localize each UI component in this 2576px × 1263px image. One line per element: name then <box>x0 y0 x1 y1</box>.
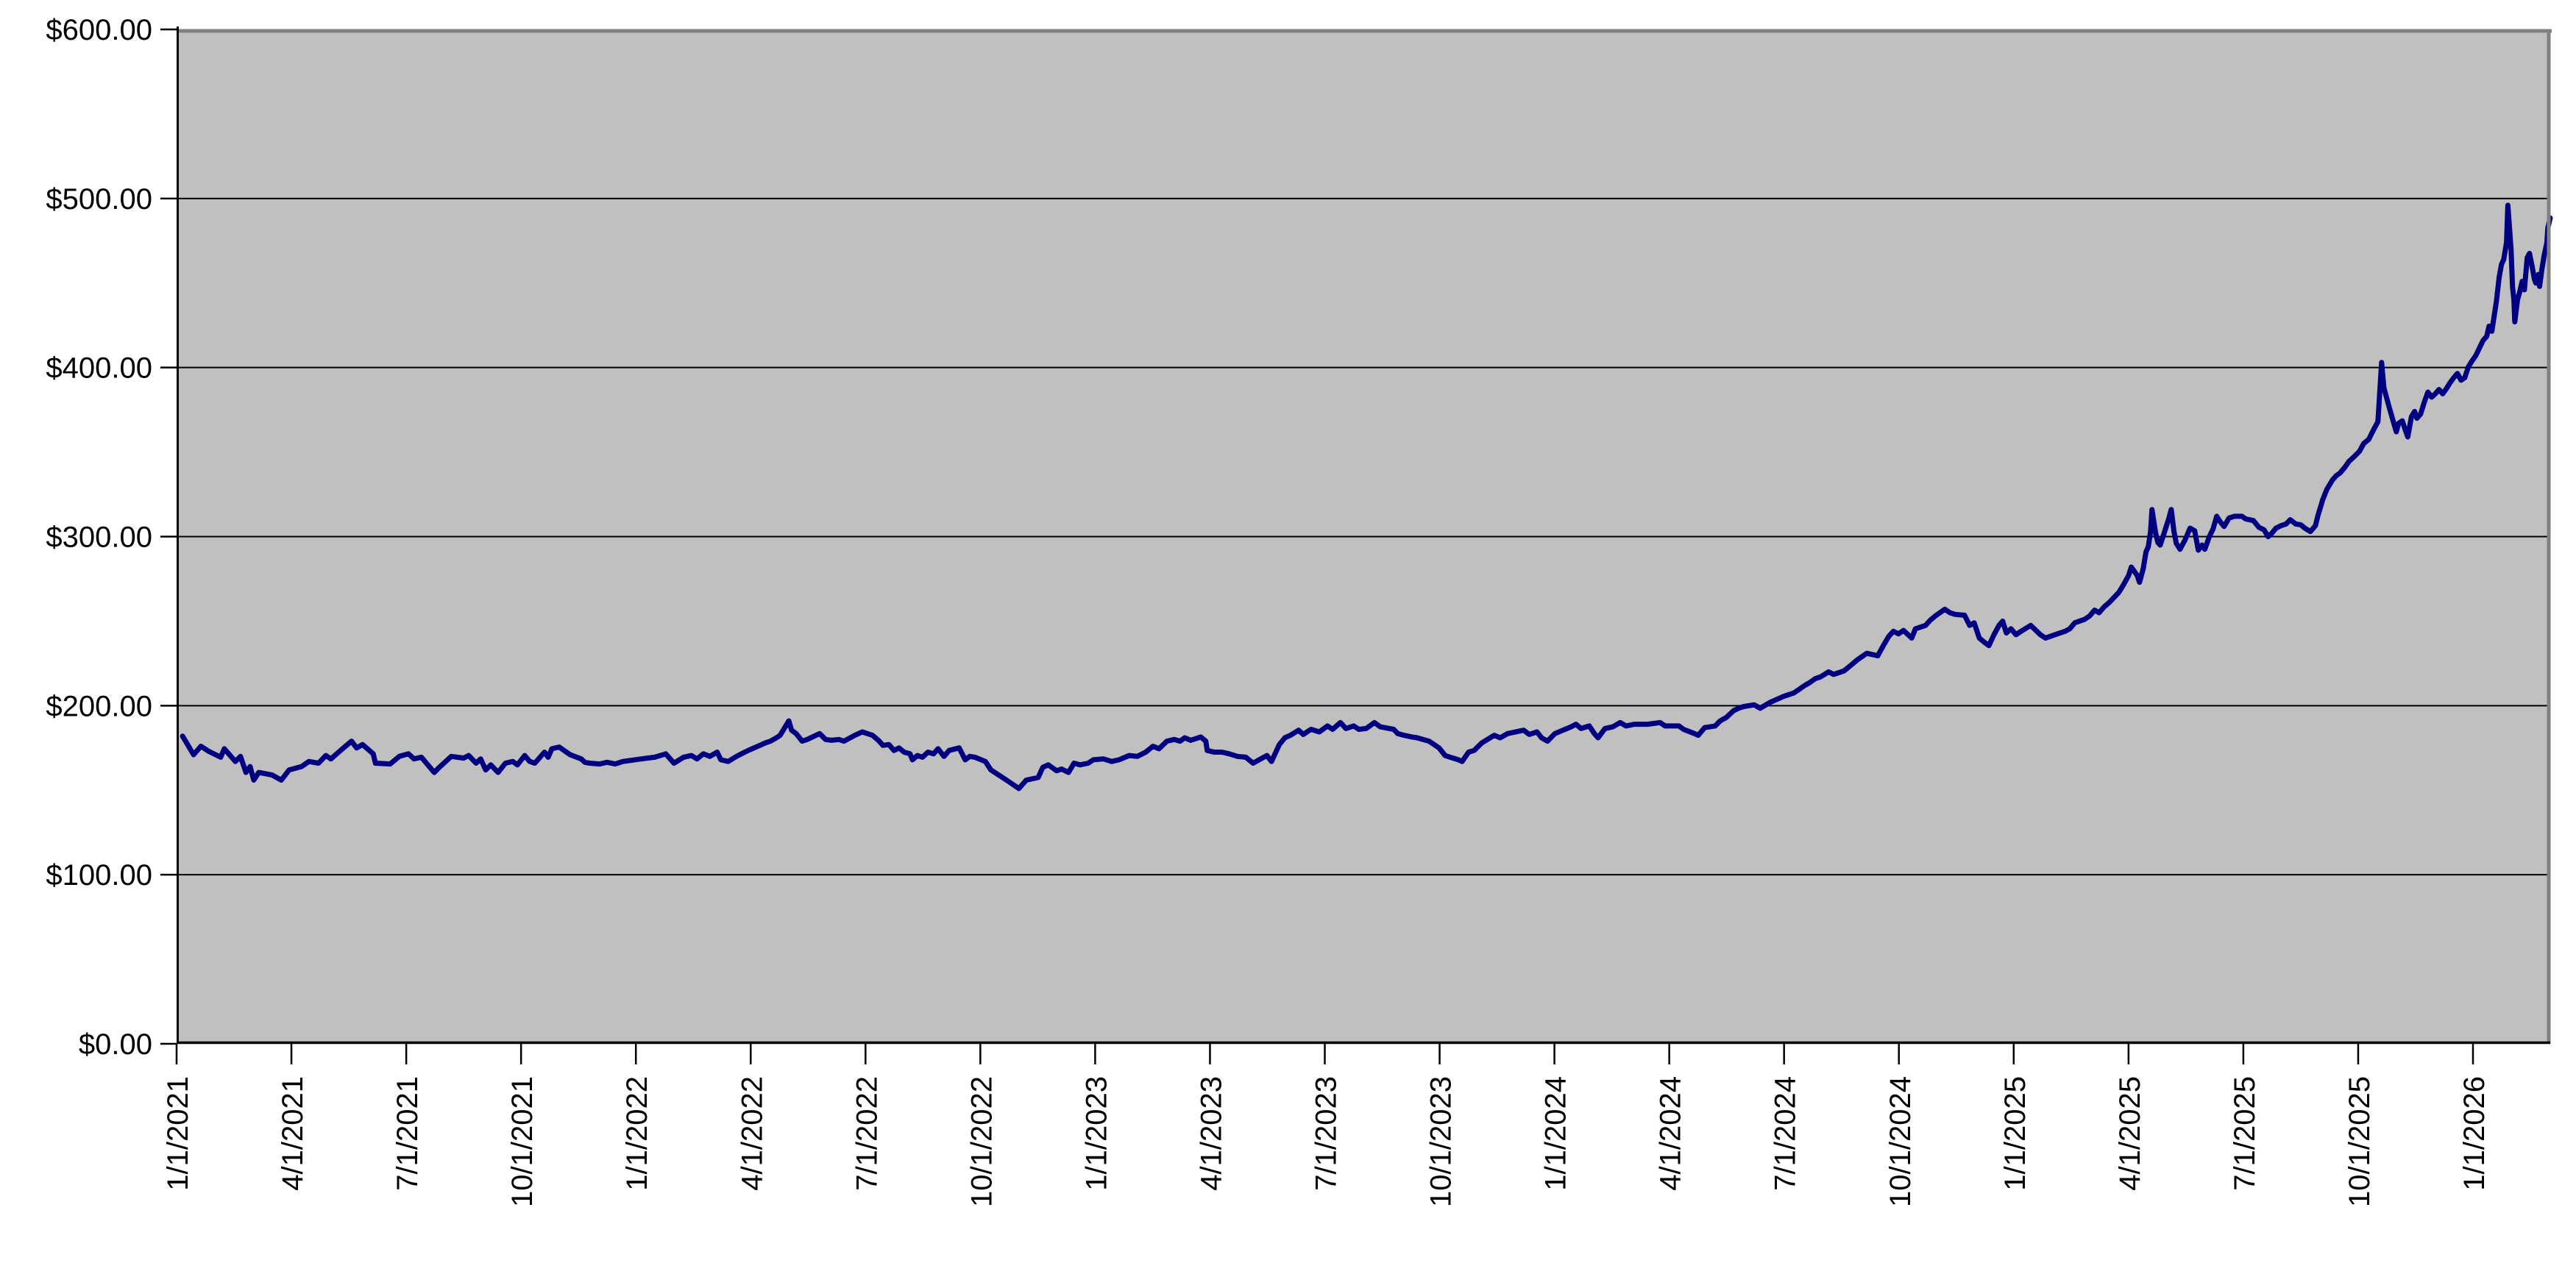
x-axis-label: 1/1/2026 <box>2458 1076 2491 1191</box>
x-axis-label: 7/1/2022 <box>851 1076 883 1191</box>
y-axis-label: $300.00 <box>46 522 152 554</box>
x-axis-labels: 1/1/2021 4/1/2021 7/1/2021 10/1/2021 1/1/202… <box>162 1076 2491 1207</box>
y-axis-label: $500.00 <box>46 183 152 216</box>
x-axis-label: 10/1/2021 <box>506 1076 539 1207</box>
x-axis-label: 4/1/2023 <box>1195 1076 1227 1191</box>
y-axis-label: $600.00 <box>46 14 152 46</box>
x-axis-label: 4/1/2024 <box>1655 1076 1687 1191</box>
y-axis-label: $200.00 <box>46 690 152 722</box>
x-axis-label: 1/1/2022 <box>621 1076 653 1191</box>
x-axis-label: 4/1/2025 <box>2114 1076 2146 1191</box>
x-axis-label: 10/1/2022 <box>965 1076 998 1207</box>
y-axis-label: $400.00 <box>46 352 152 385</box>
x-axis-label: 10/1/2025 <box>2343 1076 2376 1207</box>
x-axis-label: 7/1/2021 <box>391 1076 424 1191</box>
x-axis-label: 4/1/2021 <box>277 1076 309 1191</box>
x-axis-label: 10/1/2023 <box>1425 1076 1458 1207</box>
y-axis-labels: $0.00 $100.00 $200.00 $300.00 $400.00 $500.00… <box>46 14 152 1061</box>
x-axis-label: 1/1/2024 <box>1540 1076 1572 1191</box>
x-axis-label: 4/1/2022 <box>736 1076 768 1191</box>
price-line-series <box>180 202 2553 791</box>
plot-border <box>177 29 2552 1044</box>
y-axis-label: $100.00 <box>46 859 152 892</box>
x-axis-label: 1/1/2025 <box>1999 1076 2032 1191</box>
x-axis-label: 1/1/2021 <box>162 1076 194 1191</box>
x-axis-label: 7/1/2025 <box>2229 1076 2261 1191</box>
series-line-price <box>180 202 2553 791</box>
x-axis-label: 1/1/2023 <box>1080 1076 1113 1191</box>
y-axis-label: $0.00 <box>79 1028 152 1061</box>
x-axis-label: 7/1/2023 <box>1310 1076 1343 1191</box>
x-axis-label: 7/1/2024 <box>1770 1076 1802 1191</box>
axes <box>160 26 2550 1064</box>
x-axis-label: 10/1/2024 <box>1884 1076 1917 1207</box>
